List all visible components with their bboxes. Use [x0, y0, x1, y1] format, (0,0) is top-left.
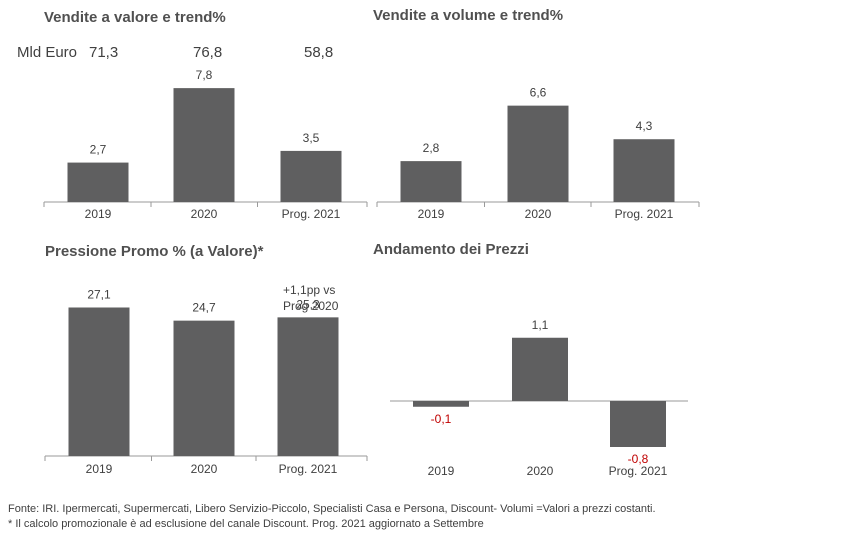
bar-prezzi-1	[512, 337, 568, 401]
mld-euro-value-2021: 58,8	[304, 44, 334, 61]
bar-promo-2	[277, 317, 339, 456]
category-label-volume-0: 2019	[418, 207, 445, 221]
bar-prezzi-2	[610, 401, 666, 447]
category-label-promo-0: 2019	[86, 462, 113, 476]
category-label-promo-2: Prog. 2021	[279, 462, 338, 476]
mld-euro-label: Mld Euro	[17, 44, 78, 61]
category-label-volume-2: Prog. 2021	[615, 207, 674, 221]
data-label-valore-1: 7,8	[196, 68, 213, 82]
data-label-volume-0: 2,8	[423, 141, 440, 155]
category-label-valore-1: 2020	[191, 207, 218, 221]
mld-euro-value-2019: 71,3	[89, 44, 119, 61]
data-label-prezzi-2: -0,8	[628, 452, 649, 466]
data-label-promo-0: 27,1	[87, 287, 111, 301]
promo-note: +1,1pp vs Prog 2020	[283, 282, 338, 314]
category-label-prezzi-0: 2019	[428, 464, 455, 478]
bar-promo-1	[173, 320, 235, 456]
category-label-valore-0: 2019	[85, 207, 112, 221]
data-label-valore-2: 3,5	[303, 131, 320, 145]
category-label-prezzi-2: Prog. 2021	[609, 464, 668, 478]
data-label-volume-1: 6,6	[530, 86, 547, 100]
data-label-promo-2: 25,3	[296, 297, 320, 311]
bar-volume-1	[507, 105, 569, 202]
chart-title-prezzi: Andamento dei Prezzi	[373, 241, 529, 258]
bar-promo-0	[68, 307, 130, 456]
bar-prezzi-0	[413, 401, 469, 407]
promo-note-line2: Prog 2020	[283, 299, 339, 313]
bar-volume-2	[613, 139, 675, 202]
chart-title-valore: Vendite a valore e trend%	[44, 9, 226, 26]
category-label-promo-1: 2020	[191, 462, 218, 476]
footer-source: Fonte: IRI. Ipermercati, Supermercati, L…	[8, 503, 656, 515]
bar-valore-2	[280, 150, 342, 202]
data-label-volume-2: 4,3	[636, 119, 653, 133]
chart-title-promo: Pressione Promo % (a Valore)*	[45, 243, 264, 260]
bar-volume-0	[400, 161, 462, 202]
category-label-volume-1: 2020	[525, 207, 552, 221]
mld-euro-value-2020: 76,8	[193, 44, 223, 61]
footer-note: * Il calcolo promozionale è ad esclusion…	[8, 518, 484, 530]
data-label-valore-0: 2,7	[90, 143, 107, 157]
category-label-valore-2: Prog. 2021	[282, 207, 341, 221]
data-label-promo-1: 24,7	[192, 301, 216, 315]
bar-valore-0	[67, 162, 129, 202]
chart-title-volume: Vendite a volume e trend%	[373, 7, 564, 24]
bar-valore-1	[173, 88, 235, 202]
category-label-prezzi-1: 2020	[527, 464, 554, 478]
data-label-prezzi-1: 1,1	[532, 318, 549, 332]
promo-note-line1: +1,1pp vs	[283, 283, 336, 297]
data-label-prezzi-0: -0,1	[431, 412, 452, 426]
